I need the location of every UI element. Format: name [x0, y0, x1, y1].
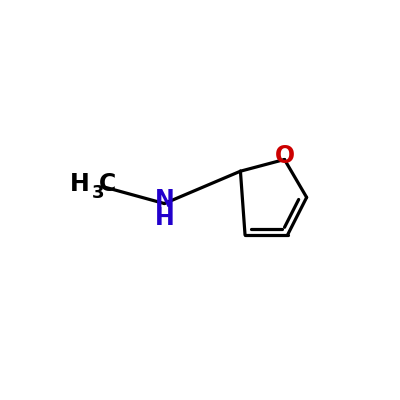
Text: 3: 3	[92, 184, 104, 202]
Text: C: C	[99, 172, 117, 196]
Text: O: O	[275, 144, 295, 168]
Text: H: H	[70, 172, 90, 196]
Text: N: N	[154, 188, 174, 212]
Text: H: H	[154, 206, 174, 230]
